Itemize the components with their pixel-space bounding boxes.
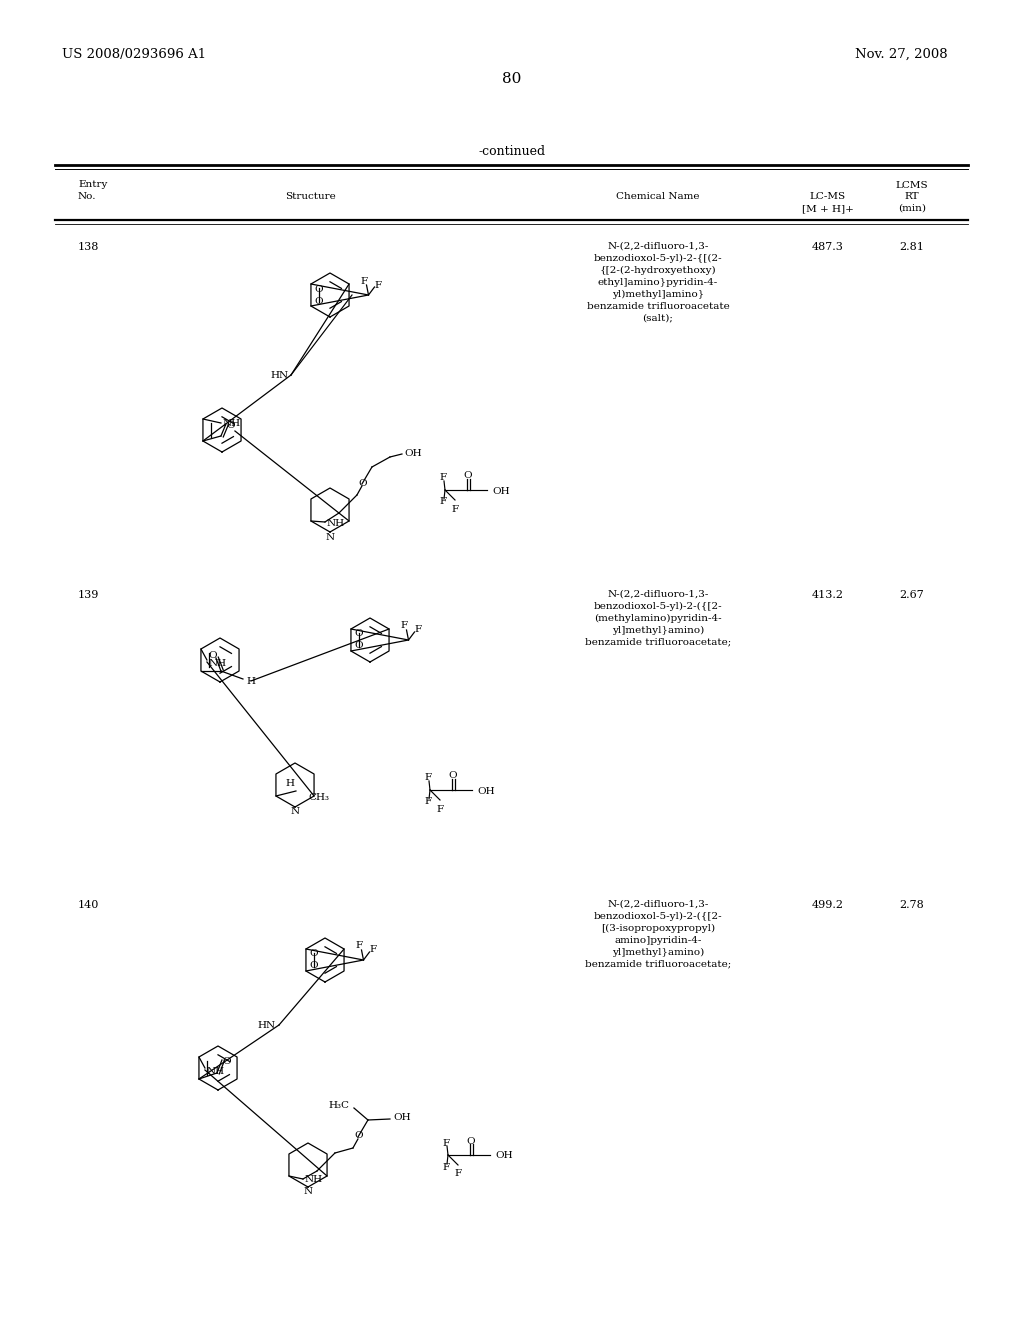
Text: O: O <box>358 479 368 487</box>
Text: N: N <box>303 1188 312 1196</box>
Text: F: F <box>436 804 443 813</box>
Text: N: N <box>326 532 335 541</box>
Text: F: F <box>424 797 431 807</box>
Text: NH: NH <box>305 1176 324 1184</box>
Text: N-(2,2-difluoro-1,3-
benzodioxol-5-yl)-2-({[2-
(methylamino)pyridin-4-
yl]methyl: N-(2,2-difluoro-1,3- benzodioxol-5-yl)-2… <box>585 590 731 647</box>
Text: F: F <box>424 774 431 783</box>
Text: F: F <box>375 281 382 289</box>
Text: 487.3: 487.3 <box>812 242 844 252</box>
Text: CH₃: CH₃ <box>308 793 329 803</box>
Text: O: O <box>449 771 458 780</box>
Text: F: F <box>452 504 459 513</box>
Text: H₃C: H₃C <box>329 1101 350 1110</box>
Text: F: F <box>442 1138 450 1147</box>
Text: Nov. 27, 2008: Nov. 27, 2008 <box>855 48 947 61</box>
Text: H: H <box>286 780 295 788</box>
Text: O: O <box>222 1056 231 1065</box>
Text: LC-MS: LC-MS <box>810 191 846 201</box>
Text: OH: OH <box>477 787 495 796</box>
Text: O: O <box>464 471 472 480</box>
Text: OH: OH <box>495 1151 513 1160</box>
Text: No.: No. <box>78 191 96 201</box>
Text: O: O <box>314 285 324 293</box>
Text: NH: NH <box>327 519 345 528</box>
Text: Structure: Structure <box>285 191 336 201</box>
Text: 138: 138 <box>78 242 99 252</box>
Text: O: O <box>309 949 318 958</box>
Text: 2.67: 2.67 <box>900 590 925 601</box>
Text: 2.78: 2.78 <box>900 900 925 909</box>
Text: US 2008/0293696 A1: US 2008/0293696 A1 <box>62 48 206 61</box>
Text: F: F <box>360 276 368 285</box>
Text: NH: NH <box>223 420 241 429</box>
Text: RT: RT <box>904 191 920 201</box>
Text: F: F <box>356 941 364 950</box>
Text: OH: OH <box>403 449 422 458</box>
Text: 413.2: 413.2 <box>812 590 844 601</box>
Text: F: F <box>455 1170 462 1179</box>
Text: F: F <box>415 626 422 635</box>
Text: [M + H]+: [M + H]+ <box>802 205 854 213</box>
Text: N-(2,2-difluoro-1,3-
benzodioxol-5-yl)-2-({[2-
[(3-isopropoxypropyl)
amino]pyrid: N-(2,2-difluoro-1,3- benzodioxol-5-yl)-2… <box>585 900 731 969</box>
Text: -continued: -continued <box>478 145 546 158</box>
Text: 499.2: 499.2 <box>812 900 844 909</box>
Text: O: O <box>467 1137 475 1146</box>
Text: F: F <box>439 474 446 483</box>
Text: F: F <box>439 498 446 507</box>
Text: N-(2,2-difluoro-1,3-
benzodioxol-5-yl)-2-{[(2-
{[2-(2-hydroxyethoxy)
ethyl]amino: N-(2,2-difluoro-1,3- benzodioxol-5-yl)-2… <box>587 242 729 322</box>
Text: 2.81: 2.81 <box>899 242 925 252</box>
Text: 139: 139 <box>78 590 99 601</box>
Text: O: O <box>209 651 217 660</box>
Text: HN: HN <box>258 1020 276 1030</box>
Text: Chemical Name: Chemical Name <box>616 191 699 201</box>
Text: F: F <box>442 1163 450 1172</box>
Text: O: O <box>226 421 236 430</box>
Text: F: F <box>401 622 408 631</box>
Text: O: O <box>354 642 364 651</box>
Text: N: N <box>291 808 300 817</box>
Text: Entry: Entry <box>78 180 108 189</box>
Text: NH: NH <box>209 659 227 668</box>
Text: LCMS: LCMS <box>896 181 929 190</box>
Text: OH: OH <box>492 487 510 495</box>
Text: 140: 140 <box>78 900 99 909</box>
Text: (min): (min) <box>898 205 926 213</box>
Text: O: O <box>354 630 364 639</box>
Text: H: H <box>247 677 255 686</box>
Text: NH: NH <box>207 1067 225 1076</box>
Text: OH: OH <box>393 1114 411 1122</box>
Text: O: O <box>314 297 324 305</box>
Text: HN: HN <box>271 371 289 380</box>
Text: O: O <box>354 1131 364 1140</box>
Text: 80: 80 <box>503 73 521 86</box>
Text: O: O <box>309 961 318 970</box>
Text: F: F <box>370 945 377 954</box>
